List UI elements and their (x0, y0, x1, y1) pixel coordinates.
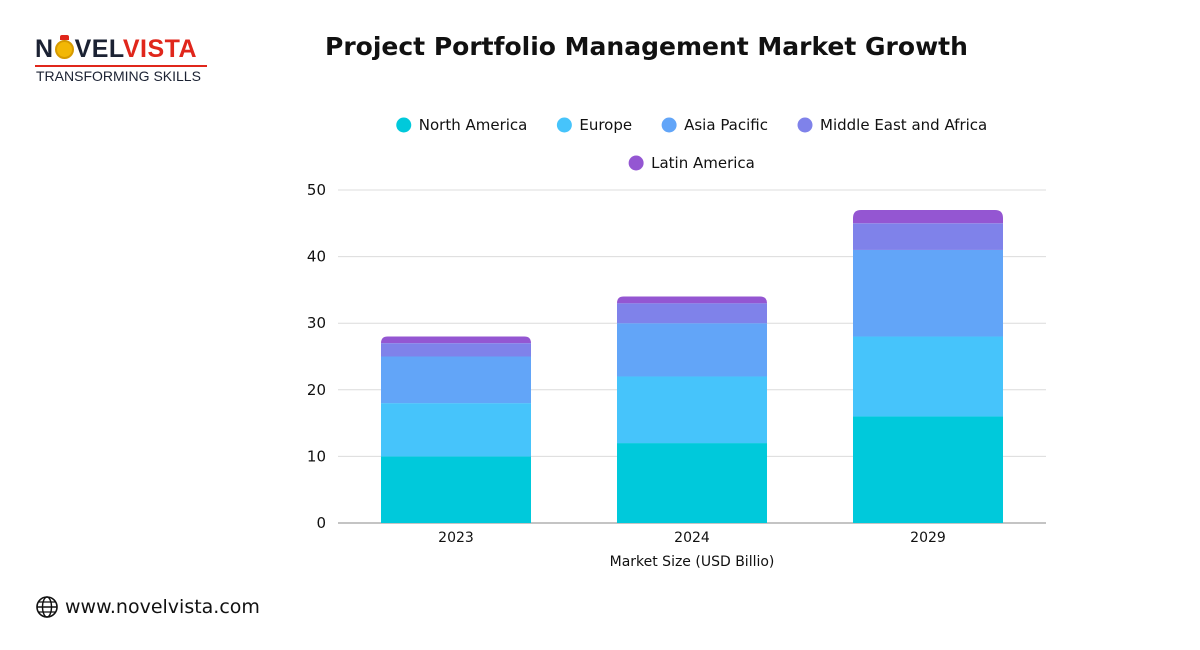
legend-item: Middle East and Africa (797, 116, 987, 134)
bar-segment (617, 296, 767, 304)
legend-swatch (797, 117, 813, 133)
website-url[interactable]: www.novelvista.com (65, 596, 260, 618)
legend-swatch (556, 117, 572, 133)
y-tick-label: 20 (307, 381, 326, 399)
x-axis-title: Market Size (USD Billio) (610, 554, 775, 570)
bar-segment (381, 343, 531, 357)
logo-divider (35, 65, 207, 67)
legend-label: Latin America (651, 154, 755, 172)
bar-segment (381, 336, 531, 344)
bar-segment (853, 209, 1003, 224)
logo-medal-icon (54, 35, 74, 59)
legend-item: North America (396, 116, 527, 134)
x-tick-label: 2029 (910, 530, 946, 546)
bar-segment (617, 323, 767, 377)
chart-legend: North America Europe Asia Pacific Middle Ea… (396, 116, 987, 172)
bar-segment (381, 456, 531, 523)
x-axis: 2023 2024 2029 (438, 530, 946, 546)
legend-label: Middle East and Africa (820, 116, 987, 134)
footer: www.novelvista.com (35, 594, 260, 620)
legend-swatch (661, 117, 677, 133)
y-tick-label: 10 (307, 447, 326, 465)
chart-title: Project Portfolio Management Market Grow… (325, 32, 968, 61)
y-tick-label: 40 (307, 248, 326, 266)
x-tick-label: 2023 (438, 530, 474, 546)
bar-segment (617, 443, 767, 523)
y-tick-label: 0 (316, 514, 326, 532)
legend-item: Europe (556, 116, 632, 134)
bar-segment (381, 403, 531, 457)
chart-bars (381, 209, 1003, 523)
legend-label: Europe (579, 116, 632, 134)
logo-tagline: TRANSFORMING SKILLS (36, 68, 201, 84)
globe-icon (36, 596, 58, 618)
legend-label: Asia Pacific (684, 116, 768, 134)
legend-item: Latin America (628, 154, 755, 172)
bar-segment (853, 223, 1003, 250)
bar-segment (617, 303, 767, 324)
bar-segment (853, 336, 1003, 417)
bar-segment (617, 376, 767, 444)
legend-swatch (628, 155, 644, 171)
legend-label: North America (419, 116, 528, 134)
x-tick-label: 2024 (674, 530, 710, 546)
bar-segment (853, 416, 1003, 523)
legend-item: Asia Pacific (661, 116, 768, 134)
bar-segment (853, 249, 1003, 337)
y-tick-label: 30 (307, 314, 326, 332)
bar-segment (381, 356, 531, 404)
logo-wordmark: N VELVISTA (35, 35, 198, 63)
novelvista-logo: N VELVISTA TRANSFORMING SKILLS (35, 34, 215, 86)
y-tick-label: 50 (307, 181, 326, 199)
legend-swatch (396, 117, 412, 133)
